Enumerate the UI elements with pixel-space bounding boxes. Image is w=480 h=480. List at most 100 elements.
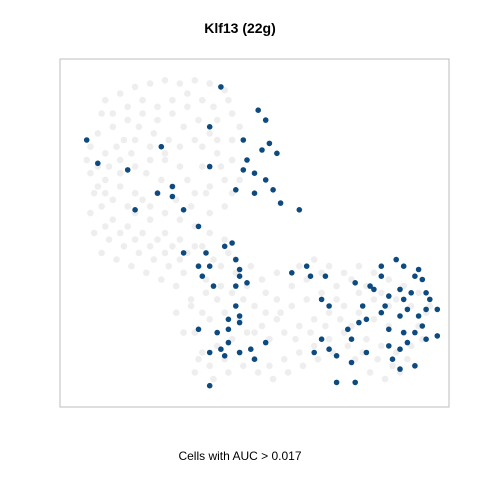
background-cell-point [221,309,228,317]
background-cell-point [161,150,169,157]
background-cell-point [337,316,344,323]
background-cell-point [146,143,154,150]
highlighted-cell-point [378,263,385,270]
background-cell-point [169,96,176,104]
background-cell-point [258,276,266,283]
highlighted-cell-point [236,313,243,319]
highlighted-cell-point [412,329,418,336]
highlighted-cell-point [233,303,239,309]
highlighted-cell-point [221,243,228,250]
background-cell-point [281,355,288,363]
background-cell-point [217,282,225,290]
background-cells-layer [83,77,434,383]
highlighted-cell-point [206,163,213,170]
highlighted-cell-point [359,303,366,309]
background-cell-point [228,110,236,117]
highlighted-cell-point [363,316,370,323]
highlighted-cell-point [262,339,269,346]
background-cell-point [94,183,102,190]
highlighted-cell-point [386,326,392,333]
highlighted-cell-point [296,207,303,213]
background-cell-point [292,335,299,343]
background-cell-point [146,243,154,250]
background-cell-point [310,256,318,263]
highlighted-cell-point [251,190,258,196]
background-cell-point [83,156,90,164]
highlighted-cell-point [434,306,441,313]
background-cell-point [206,209,213,217]
highlighted-cell-point [255,107,261,113]
highlighted-cell-point [244,157,250,163]
background-cell-point [169,243,176,250]
background-cell-point [180,329,187,336]
background-cell-point [98,203,105,210]
background-cell-point [102,223,109,230]
background-cell-point [262,309,270,317]
highlighted-cell-point [262,177,269,183]
highlighted-cell-point [393,256,400,263]
background-cell-point [221,236,228,243]
highlighted-cell-point [419,276,426,283]
background-cell-point [258,322,266,330]
highlighted-cell-point [378,273,385,280]
background-cell-point [199,349,206,356]
background-cell-point [172,282,180,290]
background-cell-point [273,269,281,277]
background-cell-point [333,296,340,303]
background-cell-point [213,136,221,144]
background-cell-point [154,236,161,243]
highlighted-cell-point [195,263,202,270]
background-cell-point [284,369,292,376]
background-cell-point [143,169,150,177]
background-cell-point [404,355,411,363]
background-cell-point [355,262,363,270]
highlighted-cell-point [248,346,254,353]
highlighted-cell-point [169,183,176,190]
highlighted-cell-point [236,266,243,273]
highlighted-cell-point [262,117,269,123]
highlighted-cell-point [225,326,232,333]
highlighted-cell-point [423,290,429,296]
background-cell-point [374,355,381,363]
background-cell-point [102,150,109,157]
background-cell-point [131,189,139,197]
background-cell-point [210,256,217,263]
highlighted-cell-point [400,296,407,303]
background-cell-point [169,110,176,117]
background-cell-point [273,296,281,303]
background-cell-point [131,163,139,170]
highlighted-cell-point [244,280,250,286]
highlighted-cell-point [225,339,232,346]
background-cell-point [381,375,389,383]
highlighted-cell-point [397,366,403,372]
background-cell-point [146,203,154,210]
background-cell-point [199,309,206,317]
background-cell-point [98,249,105,257]
highlighted-cell-point [95,160,101,167]
background-cell-point [191,369,199,376]
highlighted-cell-point [397,313,403,319]
highlighted-cell-point [400,329,407,336]
background-cell-point [195,116,202,124]
highlighted-cell-point [266,140,273,147]
background-cell-point [228,289,236,297]
highlighted-cell-point [251,170,258,176]
background-cell-point [180,269,187,277]
background-cell-point [236,176,243,184]
background-cell-point [150,130,158,137]
highlighted-cell-point [378,309,385,316]
background-cell-point [240,296,247,303]
highlighted-cell-point [240,137,247,143]
background-cell-point [176,143,184,150]
highlighted-cell-point [423,336,429,343]
background-cell-point [191,243,199,250]
background-cell-point [161,249,169,257]
background-cell-point [90,229,98,237]
highlighted-cell-point [356,319,362,326]
highlighted-cell-point [259,147,265,153]
background-cell-point [225,96,232,104]
highlighted-cell-point [270,187,276,193]
background-cell-point [180,123,187,131]
background-cell-point [109,216,117,223]
